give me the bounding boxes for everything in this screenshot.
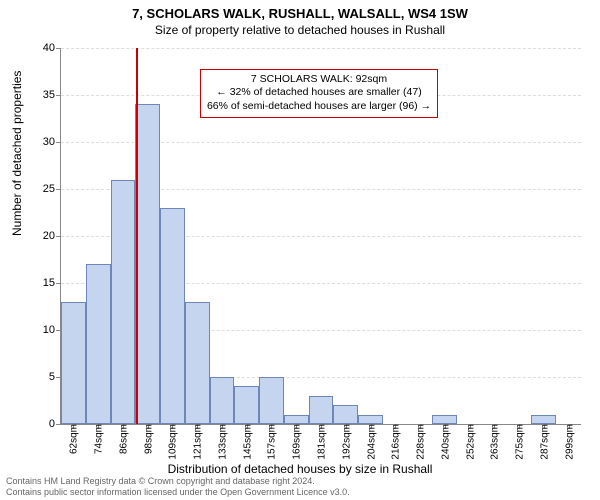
xtick-label: 240sqm xyxy=(438,424,451,460)
ytick-label: 0 xyxy=(49,418,61,430)
ytick-label: 25 xyxy=(43,183,61,195)
histogram-bar xyxy=(259,377,284,424)
xtick-label: 169sqm xyxy=(290,424,303,460)
ytick-label: 10 xyxy=(43,324,61,336)
gridline-h xyxy=(61,48,581,49)
annotation-line: 7 SCHOLARS WALK: 92sqm xyxy=(207,73,431,87)
xtick-label: 263sqm xyxy=(488,424,501,460)
xtick-label: 228sqm xyxy=(414,424,427,460)
footer-attribution: Contains HM Land Registry data © Crown c… xyxy=(6,476,350,497)
y-axis-label: Number of detached properties xyxy=(10,71,24,236)
histogram-bar xyxy=(432,415,457,424)
xtick-label: 74sqm xyxy=(92,424,105,454)
xtick-label: 252sqm xyxy=(463,424,476,460)
ytick-label: 5 xyxy=(49,371,61,383)
ytick-label: 20 xyxy=(43,230,61,242)
x-axis-label: Distribution of detached houses by size … xyxy=(0,462,600,476)
annotation-line: ← 32% of detached houses are smaller (47… xyxy=(207,86,431,100)
xtick-label: 109sqm xyxy=(166,424,179,460)
xtick-label: 86sqm xyxy=(116,424,129,454)
histogram-bar xyxy=(210,377,235,424)
chart-title: 7, SCHOLARS WALK, RUSHALL, WALSALL, WS4 … xyxy=(0,0,600,21)
xtick-label: 98sqm xyxy=(141,424,154,454)
xtick-label: 145sqm xyxy=(240,424,253,460)
ytick-label: 15 xyxy=(43,277,61,289)
ytick-label: 35 xyxy=(43,89,61,101)
xtick-label: 157sqm xyxy=(265,424,278,460)
xtick-label: 299sqm xyxy=(562,424,575,460)
xtick-label: 275sqm xyxy=(513,424,526,460)
histogram-bar xyxy=(86,264,111,424)
reference-line xyxy=(136,48,138,424)
histogram-bar xyxy=(160,208,185,424)
histogram-bar xyxy=(358,415,383,424)
histogram-bar xyxy=(234,386,259,424)
footer-line-2: Contains public sector information licen… xyxy=(6,487,350,497)
histogram-bar xyxy=(284,415,309,424)
plot-area: 051015202530354062sqm74sqm86sqm98sqm109s… xyxy=(60,48,581,425)
histogram-bar xyxy=(333,405,358,424)
histogram-bar xyxy=(531,415,556,424)
histogram-bar xyxy=(61,302,86,424)
annotation-line: 66% of semi-detached houses are larger (… xyxy=(207,100,431,114)
xtick-label: 62sqm xyxy=(67,424,80,454)
xtick-label: 181sqm xyxy=(315,424,328,460)
annotation-box: 7 SCHOLARS WALK: 92sqm← 32% of detached … xyxy=(200,69,438,118)
footer-line-1: Contains HM Land Registry data © Crown c… xyxy=(6,476,350,486)
xtick-label: 216sqm xyxy=(389,424,402,460)
chart-subtitle: Size of property relative to detached ho… xyxy=(0,21,600,37)
ytick-label: 30 xyxy=(43,136,61,148)
histogram-bar xyxy=(185,302,210,424)
ytick-label: 40 xyxy=(43,42,61,54)
xtick-label: 204sqm xyxy=(364,424,377,460)
histogram-bar xyxy=(309,396,334,424)
xtick-label: 133sqm xyxy=(215,424,228,460)
xtick-label: 121sqm xyxy=(191,424,204,460)
chart-container: 7, SCHOLARS WALK, RUSHALL, WALSALL, WS4 … xyxy=(0,0,600,500)
histogram-bar xyxy=(111,180,136,424)
xtick-label: 192sqm xyxy=(339,424,352,460)
histogram-bar xyxy=(135,104,160,424)
xtick-label: 287sqm xyxy=(537,424,550,460)
